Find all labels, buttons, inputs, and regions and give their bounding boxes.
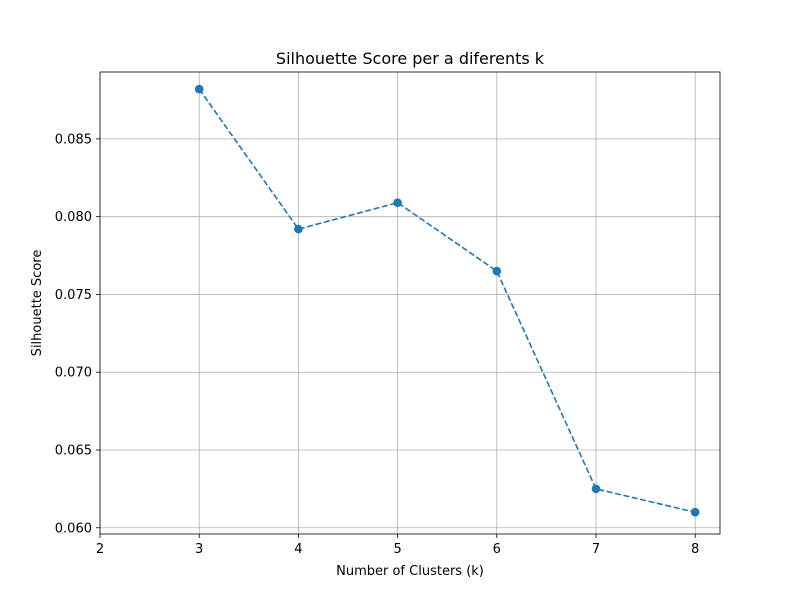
x-tick-label: 4 — [294, 542, 302, 557]
data-point — [591, 484, 601, 494]
chart-title: Silhouette Score per a diferents k — [276, 49, 545, 68]
x-tick-label: 8 — [691, 542, 699, 557]
y-tick-label: 0.060 — [55, 521, 92, 536]
x-tick-label: 5 — [393, 542, 401, 557]
data-point — [393, 198, 402, 207]
y-tick-label: 0.080 — [55, 210, 92, 225]
x-tick-label: 6 — [493, 542, 501, 557]
x-tick-label: 7 — [592, 542, 600, 557]
axis-ticks: 2 3 4 5 6 7 8 0.060 0.065 0.070 0.075 0.080 0.085 — [55, 132, 700, 557]
series-line — [198, 88, 696, 513]
data-point — [194, 84, 204, 94]
y-tick-label: 0.085 — [55, 132, 92, 147]
data-point — [690, 507, 700, 517]
data-point — [492, 266, 502, 276]
data-point — [294, 224, 303, 234]
y-tick-label: 0.065 — [55, 444, 92, 459]
plot-frame — [99, 71, 721, 535]
x-tick-label: 3 — [195, 542, 203, 557]
x-tick-label: 2 — [96, 542, 104, 557]
y-tick-label: 0.075 — [55, 288, 92, 303]
y-tick-label: 0.070 — [55, 366, 92, 381]
y-axis-label: Silhouette Score — [30, 250, 45, 357]
grid-lines — [99, 72, 720, 534]
x-axis-label: Number of Clusters (k) — [336, 564, 484, 579]
series-layer — [194, 84, 700, 517]
